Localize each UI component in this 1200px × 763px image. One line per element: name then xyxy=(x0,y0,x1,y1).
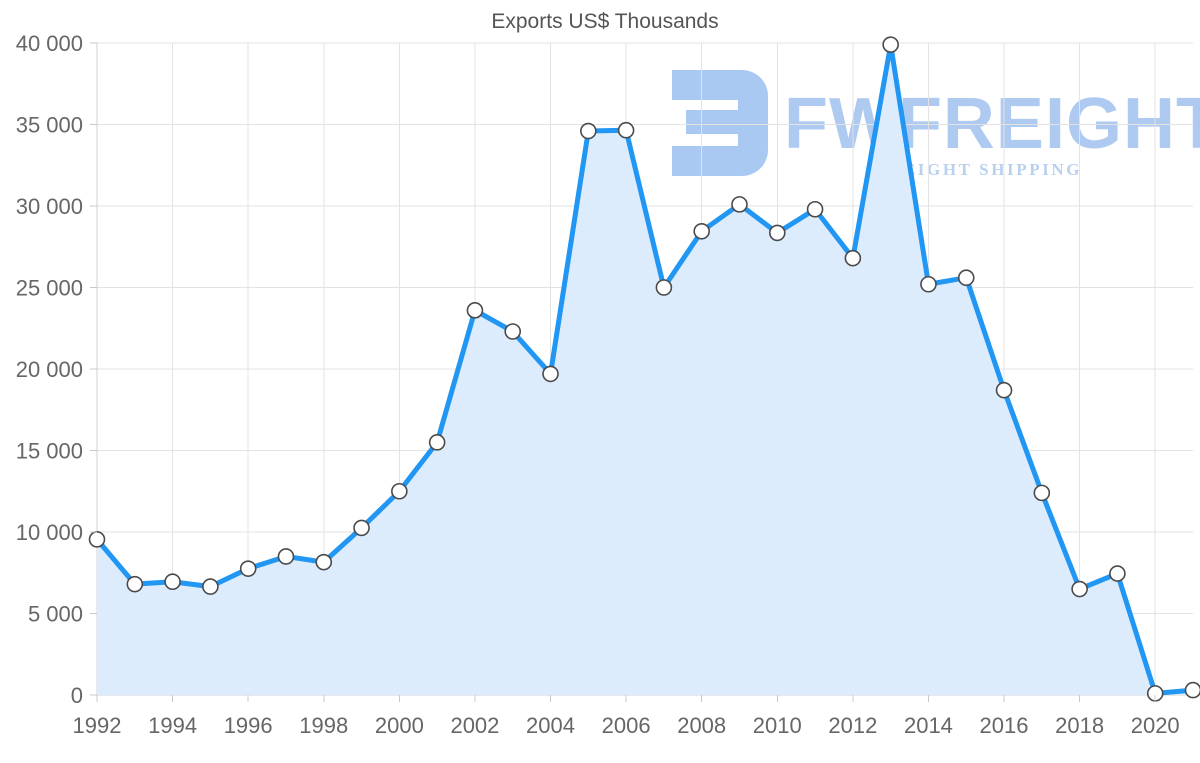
data-point-marker[interactable] xyxy=(277,548,295,565)
y-axis-tick-label: 25 000 xyxy=(16,276,83,301)
x-axis-ticks xyxy=(96,695,1156,702)
data-point-marker[interactable] xyxy=(655,279,673,296)
data-point-marker[interactable] xyxy=(617,121,635,139)
y-axis-tick-label: 20 000 xyxy=(16,357,83,382)
y-axis-ticks xyxy=(90,42,97,696)
data-point-marker[interactable] xyxy=(882,36,899,53)
x-axis-tick-label: 2018 xyxy=(1055,713,1104,738)
data-point-marker[interactable] xyxy=(164,573,181,591)
data-point-marker[interactable] xyxy=(693,222,710,240)
data-point-marker[interactable] xyxy=(995,381,1013,399)
data-point-marker[interactable] xyxy=(466,302,484,319)
y-axis-tick-label: 0 xyxy=(71,683,83,708)
data-point-marker[interactable] xyxy=(88,531,106,548)
x-axis-tick-label: 1996 xyxy=(224,713,273,738)
data-point-marker[interactable] xyxy=(768,224,786,242)
x-axis-tick-label: 2008 xyxy=(677,713,726,738)
watermark-tagline: FREIGHT SHIPPING xyxy=(876,160,1082,179)
data-point-marker[interactable] xyxy=(957,269,975,287)
x-axis-tick-label: 2002 xyxy=(450,713,499,738)
data-point-marker[interactable] xyxy=(202,578,219,595)
data-point-marker[interactable] xyxy=(126,575,144,593)
data-point-marker[interactable] xyxy=(315,553,333,571)
x-axis-tick-label: 1998 xyxy=(299,713,348,738)
data-point-marker[interactable] xyxy=(806,200,824,218)
data-point-marker[interactable] xyxy=(844,249,862,267)
x-axis-labels: 1992 1994 1996 1998 2000 2002 2004 2006 2008 2010… xyxy=(73,713,1180,738)
x-axis-tick-label: 2010 xyxy=(753,713,802,738)
data-point-marker[interactable] xyxy=(580,122,597,140)
series-area-fill xyxy=(97,44,1193,695)
data-point-marker[interactable] xyxy=(542,365,559,383)
data-point-marker[interactable] xyxy=(428,434,446,451)
y-axis-tick-label: 10 000 xyxy=(16,520,83,545)
data-point-marker[interactable] xyxy=(353,519,370,537)
data-point-marker[interactable] xyxy=(920,275,937,293)
x-axis-tick-label: 1992 xyxy=(73,713,122,738)
x-axis-tick-label: 2012 xyxy=(828,713,877,738)
data-point-marker[interactable] xyxy=(504,323,522,340)
data-point-marker[interactable] xyxy=(239,560,257,577)
data-point-marker[interactable] xyxy=(731,196,748,213)
y-axis-tick-label: 35 000 xyxy=(16,113,83,138)
x-axis-tick-label: 2006 xyxy=(602,713,651,738)
data-point-marker[interactable] xyxy=(1109,565,1126,582)
data-point-marker[interactable] xyxy=(1071,580,1088,598)
y-axis-tick-label: 30 000 xyxy=(16,194,83,219)
data-point-marker[interactable] xyxy=(1184,681,1200,699)
x-axis-tick-label: 1994 xyxy=(148,713,197,738)
y-axis-tick-label: 40 000 xyxy=(16,31,83,56)
x-axis-tick-label: 2016 xyxy=(980,713,1029,738)
chart-title: Exports US$ Thousands xyxy=(491,10,718,33)
x-axis-tick-label: 2014 xyxy=(904,713,953,738)
y-axis-tick-label: 15 000 xyxy=(16,439,83,464)
y-axis-tick-label: 5 000 xyxy=(28,602,83,627)
fwfreight-logo-icon xyxy=(672,70,768,176)
data-point-marker[interactable] xyxy=(1033,484,1051,502)
data-point-marker[interactable] xyxy=(391,482,408,500)
x-axis-tick-label: 2004 xyxy=(526,713,575,738)
x-axis-tick-label: 2000 xyxy=(375,713,424,738)
x-axis-tick-label: 2020 xyxy=(1131,713,1180,738)
y-axis-labels: 0 5 000 10 000 15 000 20 000 25 000 30 000 35 0… xyxy=(16,31,83,708)
series-exports xyxy=(88,36,1200,702)
